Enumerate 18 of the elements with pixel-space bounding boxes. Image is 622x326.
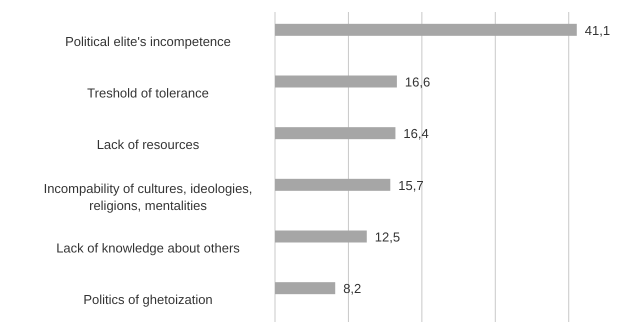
bar: [275, 24, 577, 36]
data-label: 8,2: [343, 281, 362, 296]
data-label: 12,5: [374, 230, 400, 244]
y-tick-label: Lack of knowledge about others: [56, 240, 240, 256]
y-tick-label: Politics of ghetoization: [83, 292, 213, 308]
bar: [275, 76, 397, 88]
y-tick-label: Political elite's incompetence: [65, 34, 231, 49]
bar: [275, 127, 396, 140]
bar: [275, 230, 367, 242]
data-label: 16,6: [404, 74, 430, 90]
data-label: 41,1: [584, 22, 610, 38]
bar: [275, 178, 390, 191]
data-label: 16,4: [403, 126, 429, 142]
y-tick-label: Treshold of tolerance: [87, 86, 209, 100]
data-label: 15,7: [398, 178, 424, 193]
bar: [275, 282, 336, 294]
y-tick-label: Lack of resources: [96, 137, 200, 152]
y-tick-label: Incompability of cultures, ideologies, religions, mentalities: [44, 180, 252, 213]
